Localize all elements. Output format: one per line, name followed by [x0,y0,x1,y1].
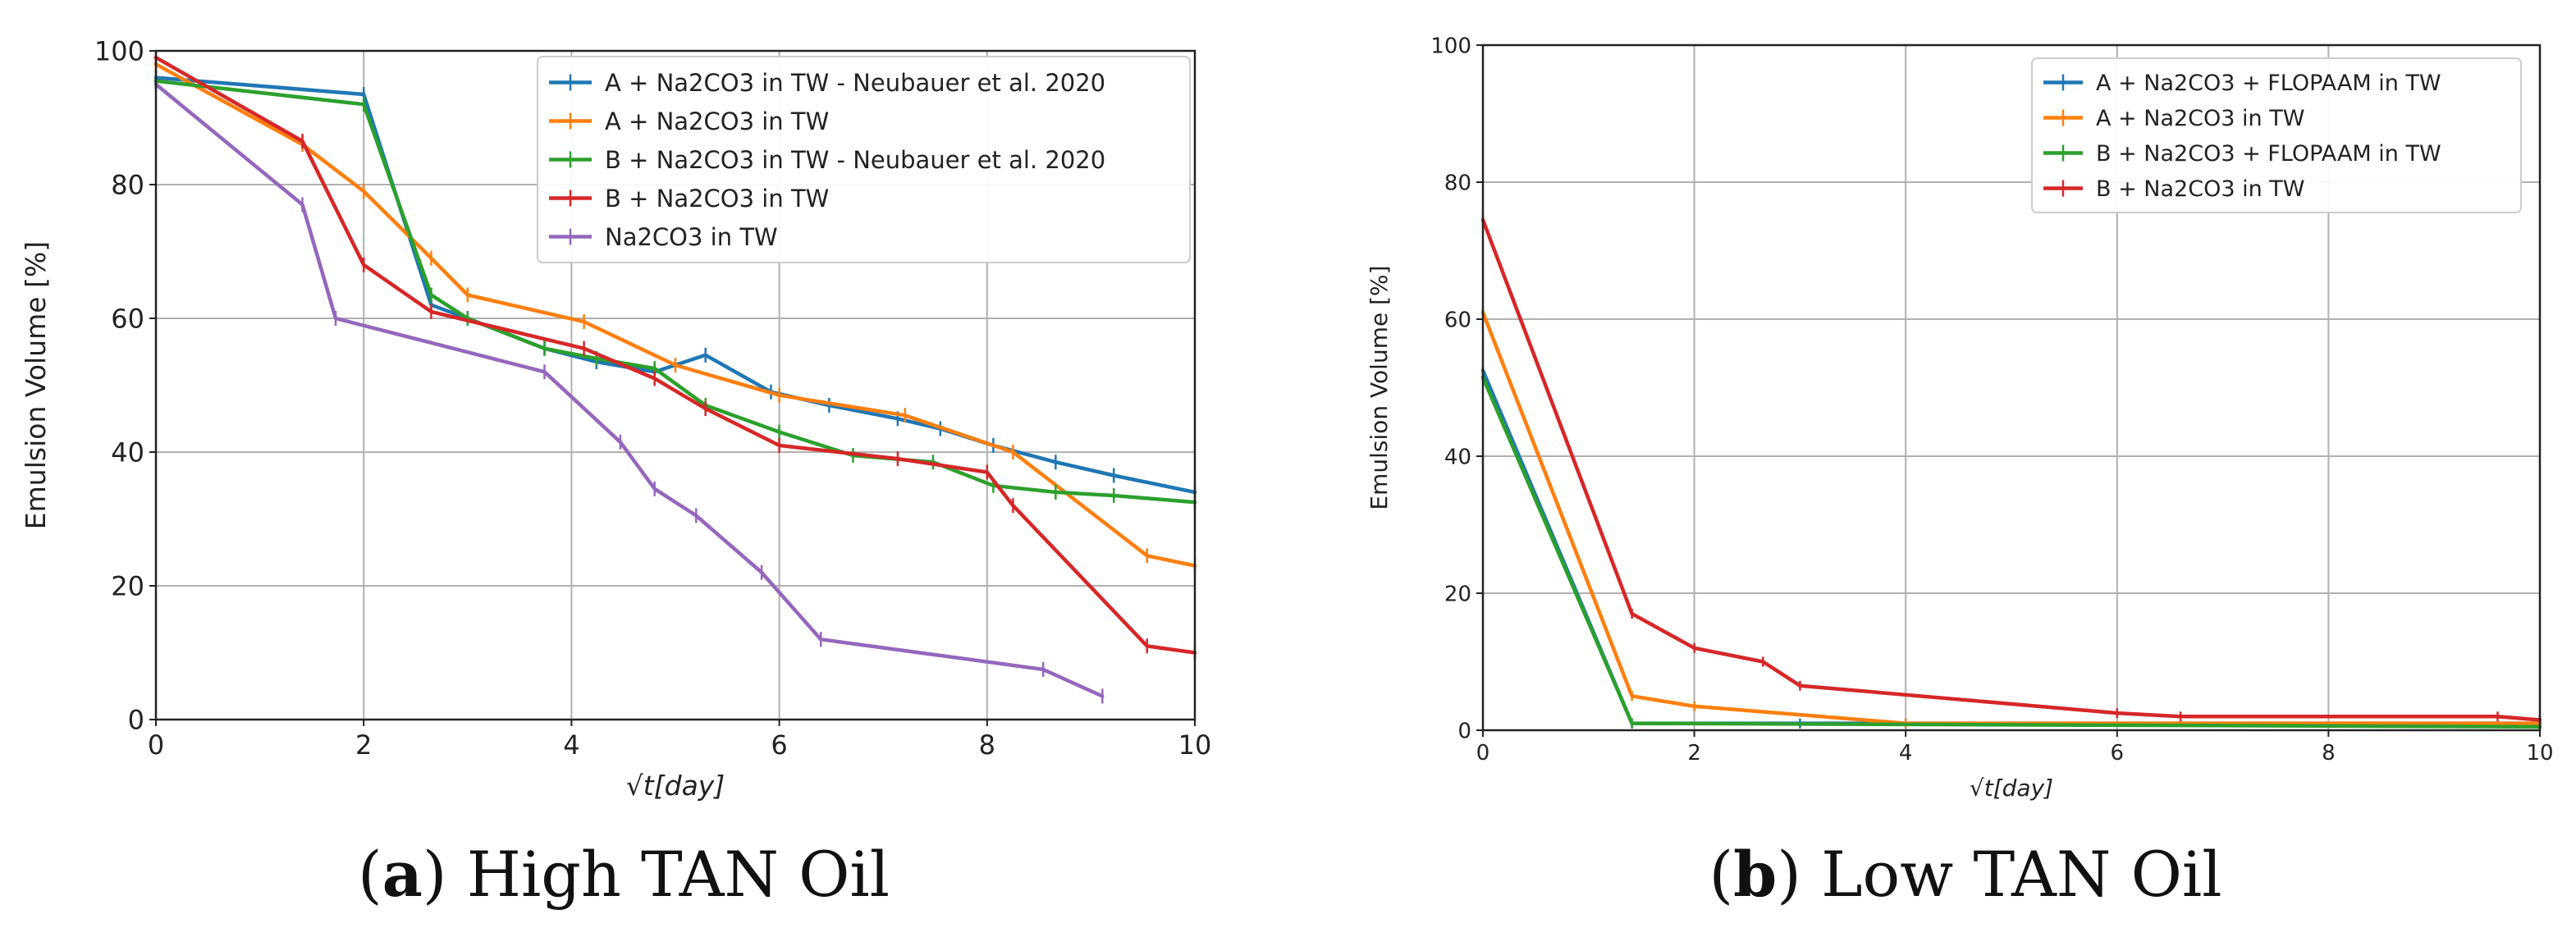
series-line-b-3 [1480,375,2542,729]
y-tick-label: 60 [111,304,144,335]
y-axis-label-a: Emulsion Volume [%] [20,241,52,529]
y-tick-label: 100 [94,36,144,67]
x-tick-label: 0 [148,729,164,761]
legend-label-b-1: A + Na2CO3 + FLOPAAM in TW [2096,71,2441,96]
legend-label-b-2: A + Na2CO3 in TW [2096,106,2304,131]
y-tick-label: 60 [1444,308,1471,332]
y-axis-label-b: Emulsion Volume [%] [1366,265,1393,510]
x-tick-label: 2 [355,729,372,761]
x-axis-label-a: √t[day] [626,770,725,802]
x-tick-label: 10 [2526,741,2553,766]
y-tick-label: 20 [111,571,144,602]
series-line-b-4 [1480,217,2542,722]
y-tick-label: 0 [128,705,144,736]
caption-b-label: b [1733,838,1777,911]
legend-box-b [2031,57,2522,213]
series-line-a-1 [153,75,1197,495]
series-line-b-2 [1480,310,2542,725]
series-line-b-1 [1480,368,2542,725]
legend-label-a-3: B + Na2CO3 in TW - Neubauer et al. 2020 [605,146,1105,174]
y-tick-label: 80 [1444,171,1471,195]
x-tick-label: 8 [2322,741,2336,766]
y-tick-label: 0 [1457,719,1471,743]
legend-label-a-5: Na2CO3 in TW [605,223,778,251]
x-tick-label: 6 [771,729,787,761]
y-tick-label: 40 [111,437,144,468]
caption-b-text: Low TAN Oil [1801,838,2222,911]
y-tick-label: 80 [111,170,144,201]
x-tick-label: 8 [979,729,995,761]
caption-a: (a) High TAN Oil [358,838,890,911]
y-tick-label: 100 [1430,34,1471,58]
y-tick-label: 40 [1444,445,1471,469]
y-tick-label: 20 [1444,582,1471,606]
x-tick-label: 10 [1178,729,1212,761]
x-axis-label-b: √t[day] [1970,775,2053,802]
caption-a-text: High TAN Oil [447,838,890,911]
axes-frame-a [154,49,1196,721]
x-tick-label: 4 [563,729,579,761]
legend-label-a-2: A + Na2CO3 in TW [605,107,829,135]
legend-label-a-1: A + Na2CO3 in TW - Neubauer et al. 2020 [605,69,1105,97]
x-tick-label: 0 [1476,741,1490,766]
legend-label-b-3: B + Na2CO3 + FLOPAAM in TW [2096,141,2441,167]
legend-box-a [537,56,1191,263]
axes-frame-b [1481,43,2542,732]
legend-label-b-4: B + Na2CO3 in TW [2096,176,2304,202]
caption-a-label: a [382,838,423,911]
x-tick-label: 4 [1899,741,1913,766]
x-tick-label: 2 [1687,741,1701,766]
x-tick-label: 6 [2111,741,2125,766]
series-line-a-2 [153,62,1197,568]
caption-b: (b) Low TAN Oil [1709,838,2221,911]
legend-label-a-4: B + Na2CO3 in TW [605,185,829,213]
